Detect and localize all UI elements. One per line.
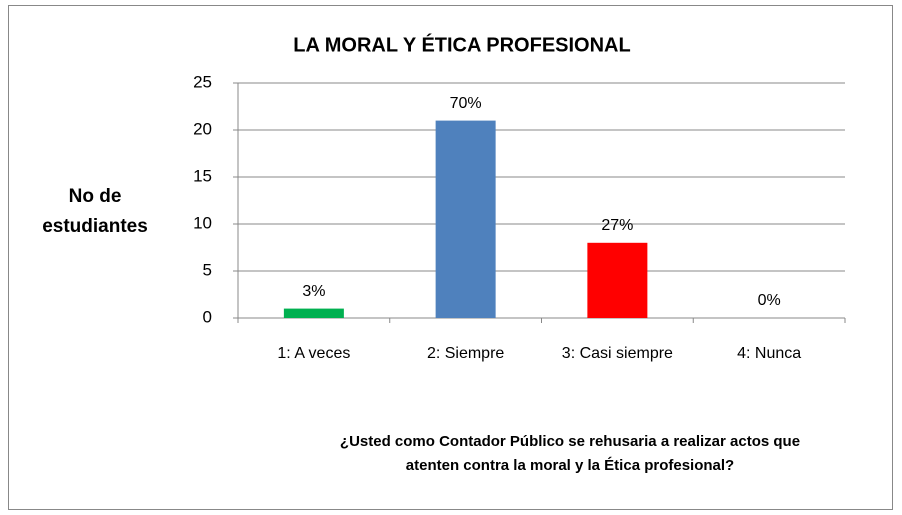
data-label: 70%	[450, 95, 482, 112]
y-tick-label: 0	[203, 307, 212, 326]
x-tick-label: 3: Casi siempre	[562, 345, 673, 362]
y-tick-label: 5	[203, 260, 212, 279]
y-tick-label: 15	[193, 166, 212, 185]
data-label: 27%	[601, 217, 633, 234]
y-axis-label: No de	[69, 186, 122, 207]
y-axis-label: estudiantes	[42, 216, 148, 237]
data-label: 0%	[758, 292, 781, 309]
x-tick-label: 1: A veces	[277, 345, 350, 362]
chart-title: LA MORAL Y ÉTICA PROFESIONAL	[293, 33, 630, 56]
x-tick-label: 2: Siempre	[427, 345, 504, 362]
y-tick-label: 25	[193, 72, 212, 91]
bar	[435, 120, 496, 318]
bar	[587, 242, 648, 318]
bar	[283, 308, 344, 318]
data-label: 3%	[302, 283, 325, 300]
x-axis-label: ¿Usted como Contador Público se rehusari…	[340, 433, 800, 450]
x-tick-label: 4: Nunca	[737, 345, 801, 362]
x-axis-label: atenten contra la moral y la Ética profe…	[406, 457, 734, 474]
y-tick-label: 10	[193, 213, 212, 232]
y-tick-label: 20	[193, 119, 212, 138]
